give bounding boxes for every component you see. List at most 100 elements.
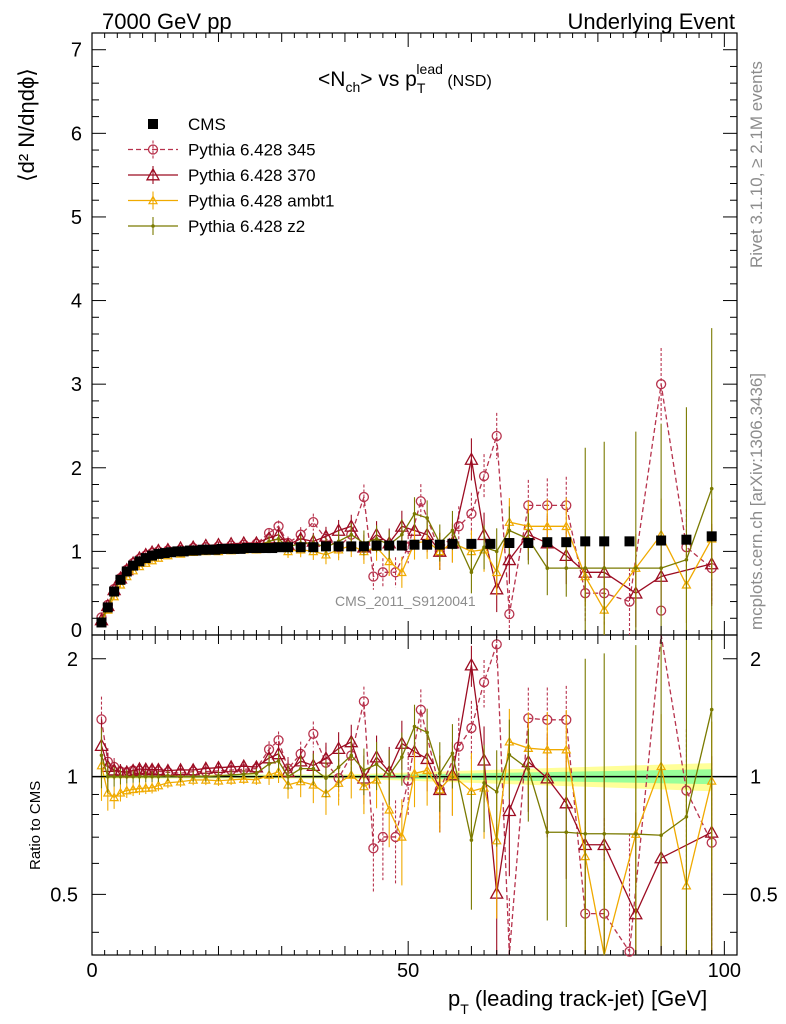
point-ratio <box>143 774 148 779</box>
rivet-label: Rivet 3.1.10, ≥ 2.1M events <box>747 61 766 268</box>
point-main <box>504 538 515 549</box>
point-ratio <box>150 774 154 779</box>
series-4 <box>99 328 714 955</box>
legend-marker <box>147 144 159 155</box>
point-main <box>374 537 379 541</box>
point-main <box>564 566 569 570</box>
point-main <box>210 544 221 555</box>
point-ratio <box>602 831 607 836</box>
axes-ticks: 0 50 100 0 1 2 3 4 5 6 7 0.5 0.5 1 1 2 2 <box>50 33 778 982</box>
point-main <box>464 452 479 465</box>
series-line-ratio <box>100 634 713 956</box>
point-ratio <box>134 783 145 793</box>
point-main <box>121 566 132 577</box>
point-ratio <box>542 744 553 754</box>
point-main <box>140 553 151 564</box>
x-tick-label: 100 <box>708 960 741 982</box>
point-ratio <box>409 768 420 778</box>
series-0 <box>96 531 717 628</box>
legend-label: Pythia 6.428 370 <box>188 166 316 185</box>
point-ratio <box>400 755 404 759</box>
main-title: <Nch> vs pTlead (NSD) <box>318 61 492 96</box>
point-main <box>197 544 208 555</box>
point-ratio <box>415 704 426 715</box>
point-main <box>267 539 271 544</box>
legend-label: Pythia 6.428 z2 <box>188 217 305 236</box>
point-main <box>191 545 202 556</box>
y-axis-label-ratio: Ratio to CMS <box>27 781 44 870</box>
point-main <box>469 570 474 575</box>
y-tick-label-ratio: 2 <box>67 649 78 671</box>
point-ratio <box>267 762 271 766</box>
point-ratio <box>188 774 199 784</box>
point-main <box>159 548 170 559</box>
point-ratio <box>115 787 126 797</box>
point-ratio <box>583 831 588 836</box>
point-main <box>349 532 354 537</box>
point-ratio <box>175 776 186 786</box>
y-tick-label-main: 1 <box>71 541 82 563</box>
point-ratio <box>308 779 319 789</box>
point-ratio <box>634 832 638 836</box>
point-main <box>273 542 284 553</box>
point-ratio <box>346 769 357 779</box>
point-main <box>624 596 635 607</box>
point-ratio <box>684 814 689 819</box>
point-ratio <box>437 771 442 776</box>
y-tick-label-main: 4 <box>71 291 82 313</box>
point-main <box>320 541 331 552</box>
data-marks <box>94 328 719 957</box>
legend-label: CMS <box>188 115 226 134</box>
point-main <box>434 539 445 550</box>
point-ratio <box>308 728 319 740</box>
point-ratio <box>564 830 569 835</box>
point-main <box>241 543 252 554</box>
point-main <box>178 546 189 557</box>
point-main <box>709 486 714 491</box>
point-main <box>507 528 512 533</box>
point-main <box>320 549 331 559</box>
point-ratio <box>324 776 328 780</box>
point-ratio <box>362 768 366 773</box>
point-main <box>128 560 139 571</box>
point-main <box>415 496 426 507</box>
point-main <box>396 567 407 577</box>
point-ratio <box>482 781 486 785</box>
point-ratio <box>469 838 474 842</box>
y-tick-label-main: 3 <box>71 374 82 396</box>
x-tick-label: 0 <box>86 960 97 982</box>
point-main <box>453 521 464 532</box>
point-main <box>371 540 382 551</box>
point-main <box>491 430 502 442</box>
point-main <box>624 536 635 547</box>
point-ratio <box>137 774 142 779</box>
point-ratio <box>709 707 714 712</box>
point-ratio <box>109 792 120 802</box>
point-main <box>681 534 692 545</box>
point-main <box>412 511 417 516</box>
point-main <box>384 556 395 566</box>
point-ratio <box>166 773 170 778</box>
point-ratio <box>121 785 132 795</box>
point-main <box>283 542 294 553</box>
point-ratio <box>156 774 161 779</box>
point-ratio <box>349 753 354 758</box>
point-main <box>494 549 499 554</box>
point-main <box>153 548 164 559</box>
point-main <box>134 556 145 567</box>
point-main <box>450 528 455 533</box>
point-main <box>172 546 183 557</box>
point-main <box>102 602 113 613</box>
point-ratio <box>273 766 284 776</box>
point-main <box>425 516 429 520</box>
y-tick-label-ratio-right: 0.5 <box>750 884 778 906</box>
point-main <box>502 552 517 566</box>
point-ratio <box>425 730 429 735</box>
point-ratio <box>153 780 164 790</box>
point-ratio <box>229 773 233 777</box>
point-ratio <box>124 774 129 779</box>
point-ratio <box>526 767 531 771</box>
point-main <box>491 567 502 577</box>
point-main <box>295 542 306 553</box>
